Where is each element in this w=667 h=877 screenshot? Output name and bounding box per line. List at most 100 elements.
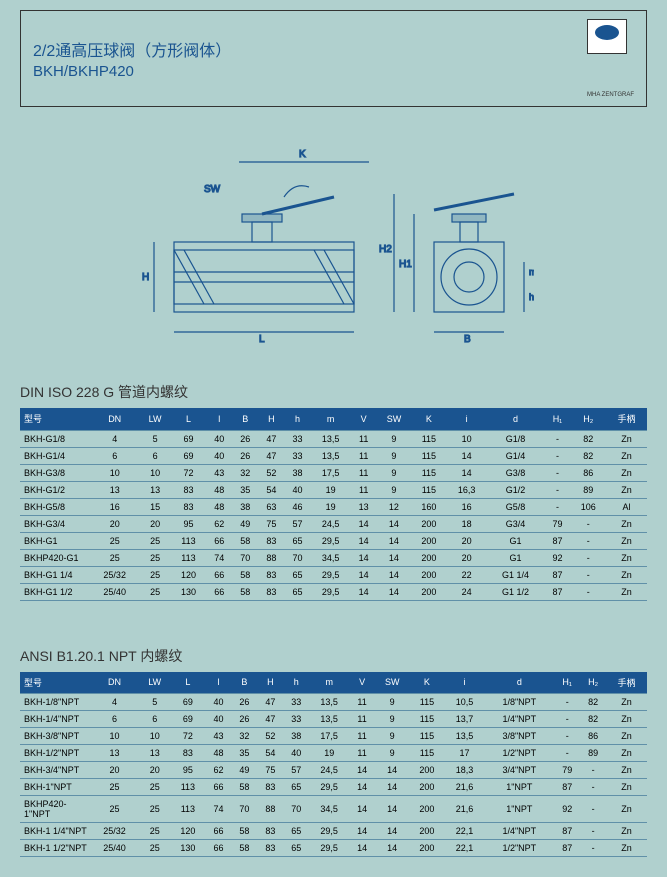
table-cell: 54 — [258, 481, 284, 498]
table-cell: - — [580, 840, 606, 857]
table-cell: 66 — [206, 840, 232, 857]
table-cell: 160 — [411, 498, 446, 515]
table-cell: 83 — [258, 583, 284, 600]
table-cell: 25/40 — [90, 840, 139, 857]
table-cell: G1 1/4 — [487, 566, 545, 583]
table-cell: 115 — [409, 728, 444, 745]
table-cell: - — [580, 796, 606, 823]
table-cell: Zn — [606, 796, 647, 823]
table-cell: 24,5 — [311, 515, 351, 532]
table-cell: 16 — [447, 498, 487, 515]
table-cell: 106 — [571, 498, 606, 515]
table-cell: 62 — [206, 762, 232, 779]
table-cell: 26 — [231, 694, 257, 711]
table-cell: 14 — [447, 464, 487, 481]
table-cell: - — [544, 464, 570, 481]
table-cell: 66 — [206, 779, 232, 796]
col-header: 手柄 — [606, 408, 647, 430]
table-cell: 17,5 — [309, 728, 349, 745]
table-cell: 25 — [139, 796, 170, 823]
table-cell: 6 — [139, 447, 170, 464]
table-cell: BKH-G5/8 — [20, 498, 90, 515]
table-cell: 13 — [90, 481, 139, 498]
table-cell: 87 — [544, 566, 570, 583]
table-cell: 83 — [171, 481, 206, 498]
table-cell: BKH-G1 — [20, 532, 90, 549]
table-cell: - — [554, 694, 580, 711]
table-cell: 10,5 — [445, 694, 485, 711]
title-english: BKH/BKHP420 — [33, 63, 231, 80]
table-cell: G5/8 — [487, 498, 545, 515]
table-row: BKH-1 1/4"NPT25/32251206658836529,514142… — [20, 823, 647, 840]
col-header: SW — [377, 408, 411, 430]
table-cell: 14 — [351, 515, 377, 532]
table-cell: 66 — [206, 823, 232, 840]
table-cell: 11 — [351, 464, 377, 481]
table-cell: 83 — [257, 779, 283, 796]
table-cell: 14 — [377, 532, 411, 549]
table-cell: 75 — [257, 762, 283, 779]
table-cell: 5 — [139, 694, 170, 711]
table-row: BKH-3/8"NPT1010724332523817,511911513,53… — [20, 728, 647, 745]
table-cell: 70 — [284, 549, 310, 566]
table-cell: BKHP420-G1 — [20, 549, 90, 566]
table-cell: 25 — [90, 549, 139, 566]
table-cell: 22,1 — [445, 840, 485, 857]
table-cell: 34,5 — [309, 796, 349, 823]
table-cell: 88 — [257, 796, 283, 823]
table-cell: 14 — [375, 779, 409, 796]
table-cell: 26 — [231, 711, 257, 728]
table-cell: 14 — [377, 549, 411, 566]
table-cell: 200 — [409, 779, 444, 796]
table-cell: 13,7 — [445, 711, 485, 728]
table-cell: 200 — [411, 515, 446, 532]
table-cell: - — [544, 498, 570, 515]
table-cell: 20 — [139, 762, 170, 779]
table-cell: 83 — [170, 745, 205, 762]
table-cell: 25 — [90, 796, 139, 823]
table-cell: 82 — [571, 430, 606, 447]
table-cell: BKH-G1/2 — [20, 481, 90, 498]
col-header: H₂ — [580, 672, 606, 694]
table-cell: - — [580, 762, 606, 779]
table-cell: 14 — [375, 762, 409, 779]
table-ansi-npt: 型号DNLWLlBHhmVSWKidH₁H₂手柄 BKH-1/8"NPT4569… — [20, 672, 647, 858]
table-cell: Zn — [606, 532, 647, 549]
table-cell: 4 — [90, 694, 139, 711]
table-cell: 6 — [139, 711, 170, 728]
svg-text:H: H — [142, 272, 149, 283]
table-cell: 14 — [377, 566, 411, 583]
table-cell: 113 — [171, 549, 206, 566]
table-cell: G1/4 — [487, 447, 545, 464]
table-cell: G1 1/2 — [487, 583, 545, 600]
table-cell: 120 — [170, 823, 205, 840]
table-cell: 14 — [349, 840, 375, 857]
table-cell: 200 — [411, 583, 446, 600]
table-row: BKH-G1 1/225/40251306658836529,514142002… — [20, 583, 647, 600]
table-cell: Zn — [606, 583, 647, 600]
table-cell: 25 — [139, 779, 170, 796]
table-cell: 83 — [258, 566, 284, 583]
table-cell: 43 — [206, 728, 232, 745]
table-row: BKH-G1/845694026473313,511911510G1/8-82Z… — [20, 430, 647, 447]
table-cell: 14 — [377, 515, 411, 532]
table-cell: BKH-1 1/2"NPT — [20, 840, 90, 857]
table-row: BKH-G125251136658836529,5141420020G187-Z… — [20, 532, 647, 549]
table-cell: - — [554, 711, 580, 728]
table-cell: 65 — [284, 532, 310, 549]
table-cell: 1/4"NPT — [484, 711, 554, 728]
title-chinese: 2/2通高压球阀（方形阀体） — [33, 37, 231, 61]
table-cell: 20 — [447, 549, 487, 566]
table-cell: 17 — [445, 745, 485, 762]
table-cell: 13,5 — [311, 430, 351, 447]
table-cell: 14 — [375, 840, 409, 857]
col-header: LW — [139, 408, 170, 430]
table-cell: 9 — [377, 430, 411, 447]
table-cell: 95 — [170, 762, 205, 779]
table-cell: 29,5 — [311, 566, 351, 583]
table-cell: Zn — [606, 840, 647, 857]
table-cell: 32 — [232, 464, 258, 481]
table-cell: BKH-G1 1/4 — [20, 566, 90, 583]
table-cell: 69 — [171, 447, 206, 464]
table-cell: 1"NPT — [484, 779, 554, 796]
